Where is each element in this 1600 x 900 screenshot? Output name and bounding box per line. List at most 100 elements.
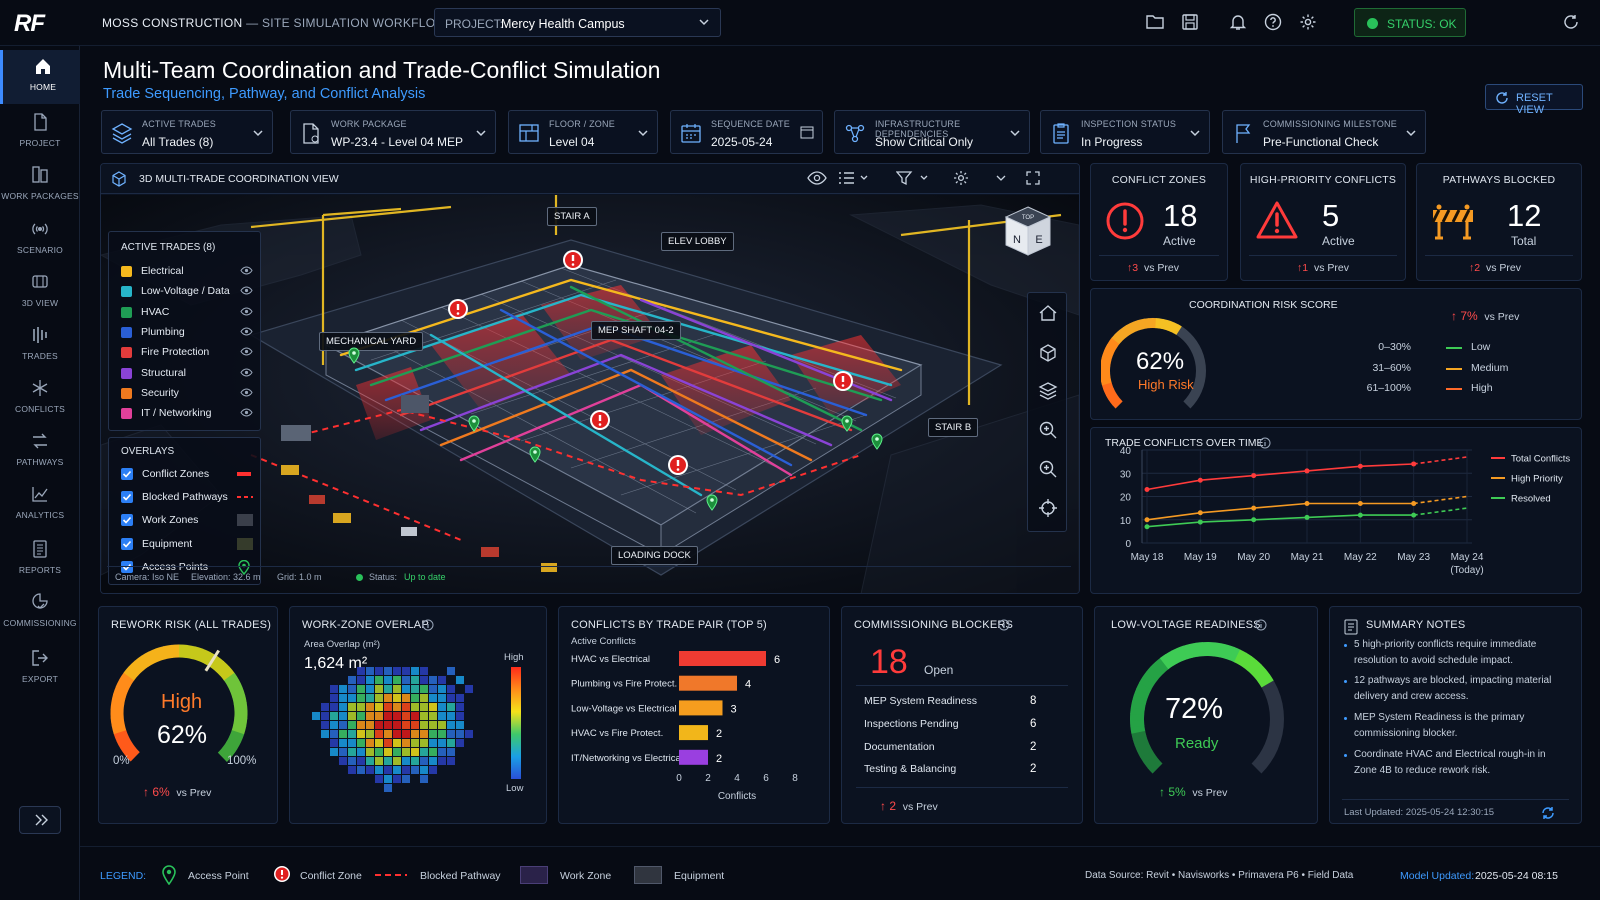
trade-item-structural[interactable]: Structural xyxy=(121,366,253,380)
trade-item-fire-protection[interactable]: Fire Protection xyxy=(121,345,253,359)
access-point-icon xyxy=(162,865,176,885)
access-point-icon[interactable] xyxy=(529,446,541,463)
trade-item-low-voltage-data[interactable]: Low-Voltage / Data xyxy=(121,284,253,298)
eye-icon[interactable] xyxy=(240,347,253,356)
crosshair-icon[interactable] xyxy=(1038,498,1058,518)
eye-icon[interactable] xyxy=(240,367,253,377)
info-icon[interactable] xyxy=(1259,437,1271,449)
sidebar-item-reports[interactable]: REPORTS xyxy=(0,533,80,587)
overlay-checkbox[interactable] xyxy=(121,537,133,550)
conflict-marker-icon[interactable] xyxy=(447,298,469,320)
info-icon[interactable] xyxy=(998,619,1010,631)
trade-color-swatch xyxy=(121,326,132,338)
eye-icon[interactable] xyxy=(240,388,253,397)
filter-work-package[interactable]: WORK PACKAGE WP-23.4 - Level 04 MEP xyxy=(290,110,496,154)
eye-icon[interactable] xyxy=(240,327,253,336)
settings-icon[interactable] xyxy=(953,170,969,186)
refresh-icon[interactable] xyxy=(1562,13,1580,31)
kpi-high-priority-conflicts[interactable]: HIGH-PRIORITY CONFLICTS 5 Active ↑1 vs P… xyxy=(1240,163,1406,281)
sidebar-item-analytics[interactable]: ANALYTICS xyxy=(0,478,80,532)
sidebar-item-3d-view[interactable]: 3D VIEW xyxy=(0,266,80,320)
box-view-icon[interactable] xyxy=(1038,343,1058,363)
help-icon[interactable] xyxy=(1264,13,1282,31)
filter-inspection-status[interactable]: INSPECTION STATUS In Progress xyxy=(1040,110,1210,154)
filter-infrastructure-dependencies[interactable]: INFRASTRUCTURE DEPENDENCIES Show Critical… xyxy=(834,110,1030,154)
legend-label: LEGEND: xyxy=(100,870,147,882)
access-point-icon[interactable] xyxy=(706,494,718,511)
eye-icon[interactable] xyxy=(240,286,253,295)
layers-icon[interactable] xyxy=(1038,381,1058,401)
overlay-conflict-zones[interactable]: Conflict Zones xyxy=(121,467,253,483)
conflict-marker-icon[interactable] xyxy=(562,249,584,271)
callout-elev-lobby[interactable]: ELEV LOBBY xyxy=(661,232,734,251)
callout-stair-a[interactable]: STAIR A xyxy=(547,207,597,226)
gauge-fill xyxy=(1165,650,1179,667)
navigation-cube[interactable]: TOP N E xyxy=(1003,205,1053,257)
conflict-marker-icon[interactable] xyxy=(667,454,689,476)
overlay-checkbox[interactable] xyxy=(121,491,133,504)
filter-icon[interactable] xyxy=(896,170,928,186)
gear-icon[interactable] xyxy=(1299,13,1317,31)
overlay-checkbox[interactable] xyxy=(121,514,133,527)
callout-loading-dock[interactable]: LOADING DOCK xyxy=(611,546,698,565)
folder-icon[interactable] xyxy=(1145,13,1165,31)
overlay-blocked-pathways[interactable]: Blocked Pathways xyxy=(121,490,253,506)
callout-stair-b[interactable]: STAIR B xyxy=(928,418,979,437)
sidebar-item-conflicts[interactable]: CONFLICTS xyxy=(0,372,80,426)
trade-item-hvac[interactable]: HVAC xyxy=(121,305,253,319)
list-icon[interactable] xyxy=(838,171,868,185)
eye-icon[interactable] xyxy=(240,408,253,417)
sidebar-item-scenario[interactable]: SCENARIO xyxy=(0,213,80,267)
conflict-marker-icon[interactable] xyxy=(832,370,854,392)
gauge-fill xyxy=(178,644,188,658)
conflict-marker-icon[interactable] xyxy=(589,409,611,431)
chevron-down-icon[interactable] xyxy=(996,173,1006,183)
project-selector[interactable]: PROJECT: Mercy Health Campus xyxy=(434,8,721,37)
sidebar-item-trades[interactable]: TRADES xyxy=(0,319,80,373)
zoom-out-icon[interactable] xyxy=(1038,459,1058,479)
filter-floor-zone[interactable]: FLOOR / ZONE Level 04 xyxy=(508,110,658,154)
sidebar-item-pathways[interactable]: PATHWAYS xyxy=(0,425,80,479)
callout-mechanical-yard[interactable]: MECHANICAL YARD xyxy=(319,332,424,351)
overlay-work-zones[interactable]: Work Zones xyxy=(121,513,253,529)
sidebar-item-work-packages[interactable]: WORK PACKAGES xyxy=(0,159,80,213)
access-point-icon[interactable] xyxy=(348,347,360,364)
app-logo[interactable]: RF xyxy=(14,10,45,37)
eye-icon[interactable] xyxy=(240,266,253,275)
heatmap-cell xyxy=(465,730,473,738)
callout-mep-shaft[interactable]: MEP SHAFT 04-2 xyxy=(591,321,681,340)
heatmap-cell xyxy=(402,748,410,756)
filter-sequence-date[interactable]: SEQUENCE DATE 2025-05-24 xyxy=(670,110,823,154)
trade-item-plumbing[interactable]: Plumbing xyxy=(121,325,253,339)
filter-active-trades[interactable]: ACTIVE TRADES All Trades (8) xyxy=(101,110,273,154)
3d-scene[interactable]: STAIR A ELEV LOBBY MECHANICAL YARD MEP S… xyxy=(101,195,1079,593)
home-view-icon[interactable] xyxy=(1038,303,1058,323)
access-point-icon[interactable] xyxy=(468,415,480,432)
trade-item-security[interactable]: Security xyxy=(121,386,253,400)
sidebar-item-home[interactable]: HOME xyxy=(0,50,80,104)
sidebar-item-project[interactable]: PROJECT xyxy=(0,106,80,160)
expand-sidebar-button[interactable] xyxy=(19,806,61,834)
kpi-conflict-zones[interactable]: CONFLICT ZONES 18 Active ↑3 vs Prev xyxy=(1090,163,1228,281)
info-icon[interactable] xyxy=(1255,619,1267,631)
access-point-icon[interactable] xyxy=(871,433,883,450)
zoom-in-icon[interactable] xyxy=(1038,420,1058,440)
fullscreen-icon[interactable] xyxy=(1026,171,1040,185)
filter-commissioning-milestone[interactable]: COMMISSIONING MILESTONE Pre-Functional Ch… xyxy=(1222,110,1426,154)
save-icon[interactable] xyxy=(1181,13,1199,31)
sidebar-item-commissioning[interactable]: COMMISSIONING xyxy=(0,586,80,640)
eye-icon[interactable] xyxy=(240,307,253,316)
refresh-icon[interactable] xyxy=(1540,805,1556,821)
kpi-pathways-blocked[interactable]: PATHWAYS BLOCKED 12 Total ↑2 vs Prev xyxy=(1416,163,1582,281)
3d-coordination-view: 3D MULTI-TRADE COORDINATION VIEW xyxy=(100,163,1080,594)
access-point-icon[interactable] xyxy=(841,415,853,432)
reset-view-button[interactable]: RESET VIEW xyxy=(1485,84,1583,116)
trade-item-electrical[interactable]: Electrical xyxy=(121,264,253,278)
info-icon[interactable] xyxy=(422,619,434,631)
eye-icon[interactable] xyxy=(807,171,827,185)
sidebar-item-export[interactable]: EXPORT xyxy=(0,642,80,696)
overlay-checkbox[interactable] xyxy=(121,468,133,480)
bell-icon[interactable] xyxy=(1229,13,1247,31)
overlay-equipment[interactable]: Equipment xyxy=(121,537,253,553)
trade-item-it-networking[interactable]: IT / Networking xyxy=(121,406,253,420)
